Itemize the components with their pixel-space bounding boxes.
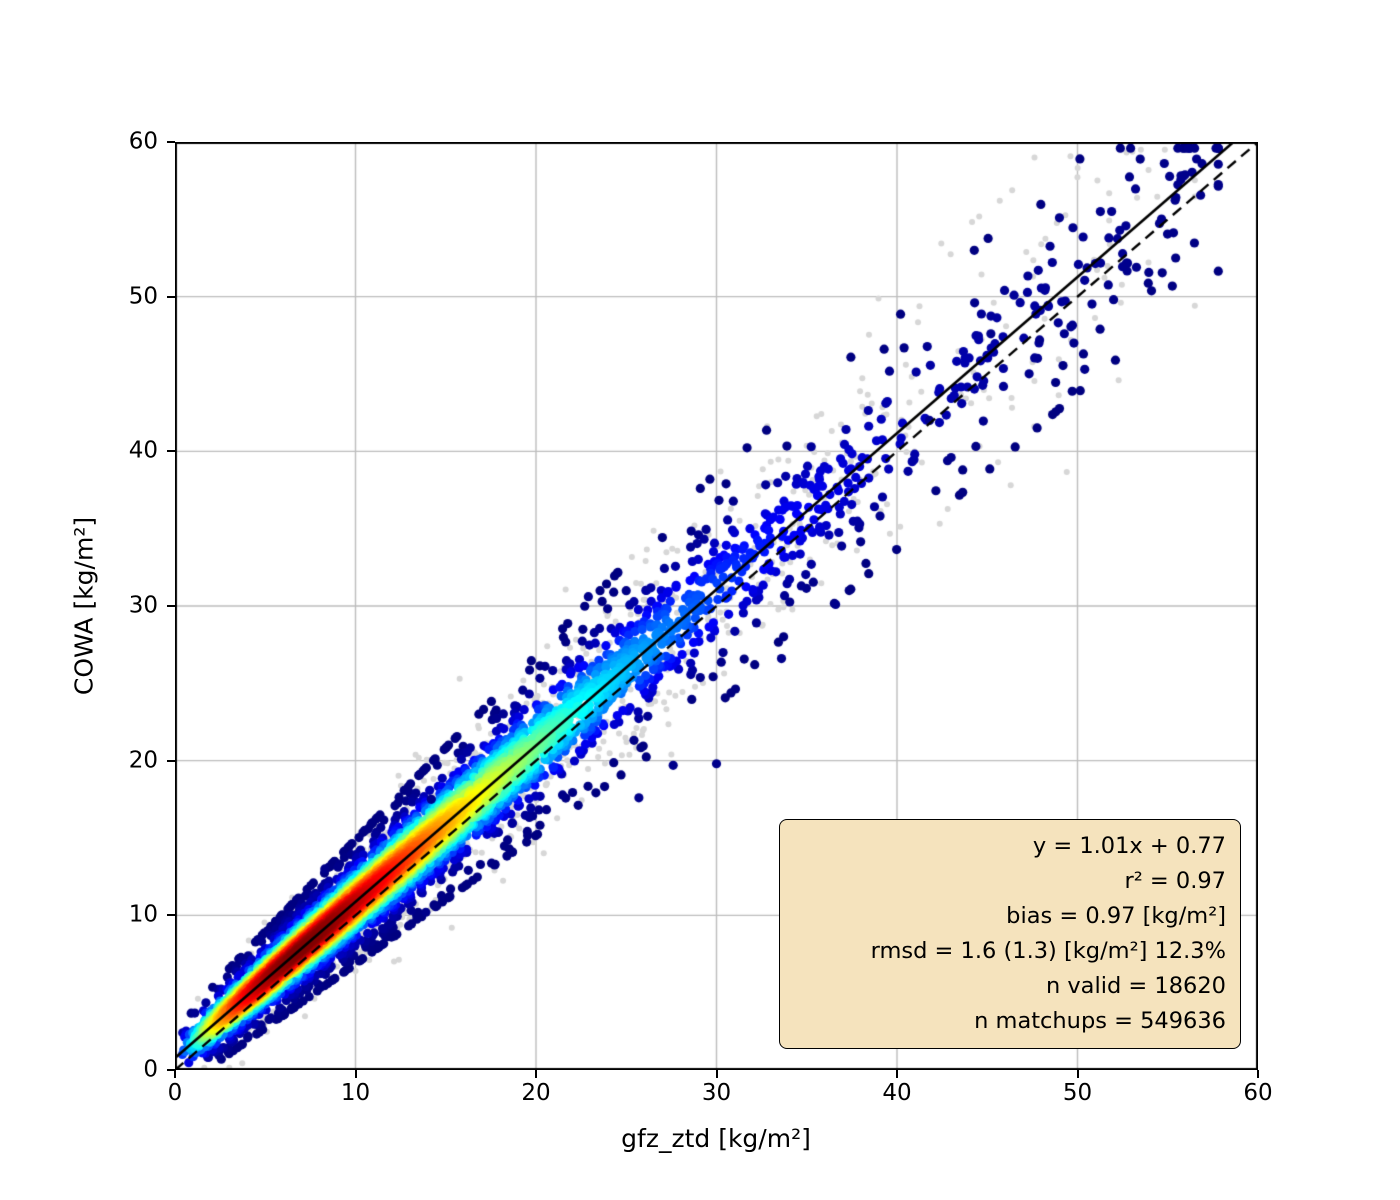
x-tick-mark [715,1070,718,1078]
y-tick-label: 40 [128,437,158,464]
x-tick-label: 30 [701,1080,732,1106]
y-tick-mark [167,295,175,298]
y-tick-label: 10 [128,901,158,928]
x-tick-label: 20 [521,1080,551,1106]
y-axis-label: COWA [kg/m²] [69,516,99,696]
x-tick-label: 0 [167,1080,183,1106]
x-tick-label: 40 [882,1080,912,1106]
y-tick-label: 20 [128,747,158,774]
y-tick-mark [167,914,175,917]
x-tick-mark [1257,1070,1259,1078]
y-tick-mark [167,605,175,607]
x-tick-label: 60 [1243,1080,1273,1106]
x-tick-mark [174,1070,176,1078]
x-axis-label: gfz_ztd [kg/m²] [621,1124,811,1153]
x-tick-label: 10 [340,1080,371,1106]
y-tick-label: 50 [128,283,158,310]
y-tick-mark [167,450,175,453]
stats-line-equation: y = 1.01x + 0.77 [1032,833,1226,859]
stats-line-rmsd: rmsd = 1.6 (1.3) [kg/m²] 12.3% [870,938,1226,964]
x-tick-label: 50 [1062,1080,1093,1106]
stats-line-r2: r² = 0.97 [1124,868,1226,894]
x-tick-mark [896,1070,898,1078]
y-tick-label: 0 [143,1056,158,1083]
stats-line-nvalid: n valid = 18620 [1045,973,1226,999]
y-tick-label: 30 [128,592,158,619]
stats-line-bias: bias = 0.97 [kg/m²] [1006,903,1226,929]
x-tick-mark [1076,1070,1079,1078]
stats-line-nmatchups: n matchups = 549636 [974,1008,1226,1034]
stats-box: y = 1.01x + 0.77 r² = 0.97 bias = 0.97 [… [779,819,1241,1049]
x-tick-mark [535,1070,537,1078]
x-tick-mark [354,1070,357,1078]
y-tick-mark [167,759,175,762]
y-tick-mark [167,1069,175,1071]
y-tick-label: 60 [128,128,158,155]
y-tick-mark [167,141,175,143]
